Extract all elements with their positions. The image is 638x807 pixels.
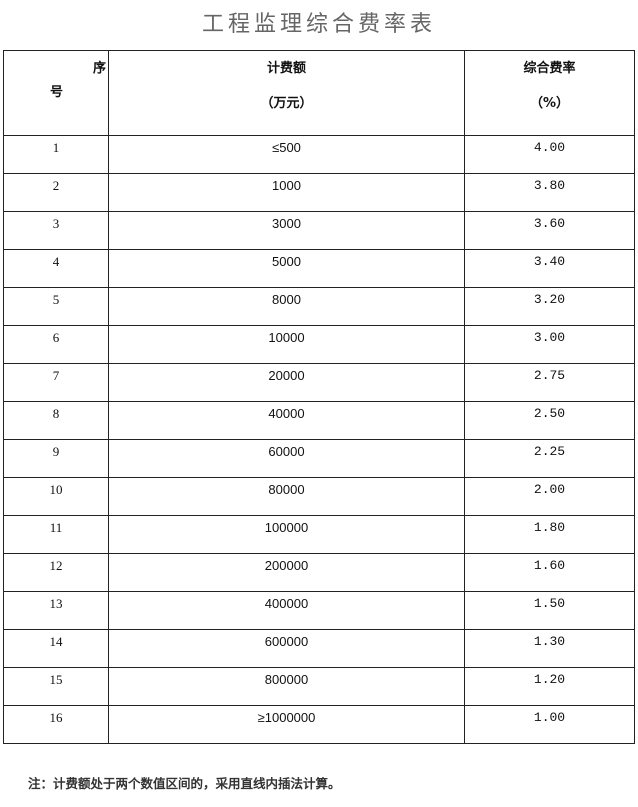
cell-index: 13 xyxy=(3,591,109,630)
table-row: 12 200000 1.60 xyxy=(3,553,635,592)
cell-amount: 200000 xyxy=(108,553,465,592)
cell-index: 4 xyxy=(3,249,109,288)
cell-index: 11 xyxy=(3,515,109,554)
cell-rate: 2.50 xyxy=(464,401,635,440)
header-rate-label: 综合费率 xyxy=(523,61,576,76)
page-title: 工程监理综合费率表 xyxy=(201,12,436,37)
table-row: 5 8000 3.20 xyxy=(3,287,635,326)
table-row: 2 1000 3.80 xyxy=(3,173,635,212)
cell-amount: 20000 xyxy=(108,363,465,402)
cell-rate: 3.20 xyxy=(464,287,635,326)
header-index-bottom: 号 xyxy=(50,85,64,100)
cell-amount: ≥1000000 xyxy=(108,705,465,744)
cell-index: 1 xyxy=(3,135,109,174)
header-rate-unit: （%） xyxy=(529,96,570,111)
table-row: 16 ≥1000000 1.00 xyxy=(3,705,635,744)
cell-amount: ≤500 xyxy=(108,135,465,174)
cell-amount: 600000 xyxy=(108,629,465,668)
cell-index: 6 xyxy=(3,325,109,364)
cell-index: 3 xyxy=(3,211,109,250)
cell-rate: 3.60 xyxy=(464,211,635,250)
cell-amount: 400000 xyxy=(108,591,465,630)
footnote: 注：计费额处于两个数值区间的，采用直线内插法计算。 xyxy=(28,776,341,791)
header-rate: 综合费率 （%） xyxy=(464,50,635,136)
cell-amount: 5000 xyxy=(108,249,465,288)
table-row: 9 60000 2.25 xyxy=(3,439,635,478)
cell-index: 14 xyxy=(3,629,109,668)
cell-rate: 2.75 xyxy=(464,363,635,402)
cell-rate: 4.00 xyxy=(464,135,635,174)
cell-rate: 2.25 xyxy=(464,439,635,478)
header-index-top: 序 xyxy=(92,61,106,76)
table-row: 4 5000 3.40 xyxy=(3,249,635,288)
cell-rate: 3.00 xyxy=(464,325,635,364)
cell-index: 8 xyxy=(3,401,109,440)
cell-index: 7 xyxy=(3,363,109,402)
header-index: 序 号 xyxy=(3,50,109,136)
cell-rate: 3.40 xyxy=(464,249,635,288)
table-row: 10 80000 2.00 xyxy=(3,477,635,516)
cell-amount: 3000 xyxy=(108,211,465,250)
cell-rate: 1.20 xyxy=(464,667,635,706)
cell-amount: 1000 xyxy=(108,173,465,212)
cell-amount: 40000 xyxy=(108,401,465,440)
cell-rate: 2.00 xyxy=(464,477,635,516)
cell-amount: 100000 xyxy=(108,515,465,554)
table-row: 7 20000 2.75 xyxy=(3,363,635,402)
cell-index: 5 xyxy=(3,287,109,326)
table-row: 6 10000 3.00 xyxy=(3,325,635,364)
cell-rate: 1.50 xyxy=(464,591,635,630)
header-amount-label: 计费额 xyxy=(266,61,306,76)
cell-index: 16 xyxy=(3,705,109,744)
header-amount: 计费额 （万元） xyxy=(108,50,465,136)
table-row: 11 100000 1.80 xyxy=(3,515,635,554)
cell-index: 2 xyxy=(3,173,109,212)
table-row: 1 ≤500 4.00 xyxy=(3,135,635,174)
cell-index: 15 xyxy=(3,667,109,706)
table-header-row: 序 号 计费额 （万元） 综合费率 （%） xyxy=(3,50,635,136)
cell-rate: 3.80 xyxy=(464,173,635,212)
cell-rate: 1.60 xyxy=(464,553,635,592)
cell-rate: 1.30 xyxy=(464,629,635,668)
table-row: 13 400000 1.50 xyxy=(3,591,635,630)
cell-amount: 60000 xyxy=(108,439,465,478)
rate-table: 序 号 计费额 （万元） 综合费率 （%） 1 ≤500 4.00 2 1000 3.80… xyxy=(3,50,635,744)
table-row: 3 3000 3.60 xyxy=(3,211,635,250)
cell-rate: 1.80 xyxy=(464,515,635,554)
cell-amount: 8000 xyxy=(108,287,465,326)
table-row: 14 600000 1.30 xyxy=(3,629,635,668)
table-row: 8 40000 2.50 xyxy=(3,401,635,440)
cell-amount: 80000 xyxy=(108,477,465,516)
cell-index: 10 xyxy=(3,477,109,516)
cell-amount: 800000 xyxy=(108,667,465,706)
cell-index: 9 xyxy=(3,439,109,478)
table-row: 15 800000 1.20 xyxy=(3,667,635,706)
cell-rate: 1.00 xyxy=(464,705,635,744)
cell-amount: 10000 xyxy=(108,325,465,364)
header-amount-unit: （万元） xyxy=(260,96,313,111)
cell-index: 12 xyxy=(3,553,109,592)
